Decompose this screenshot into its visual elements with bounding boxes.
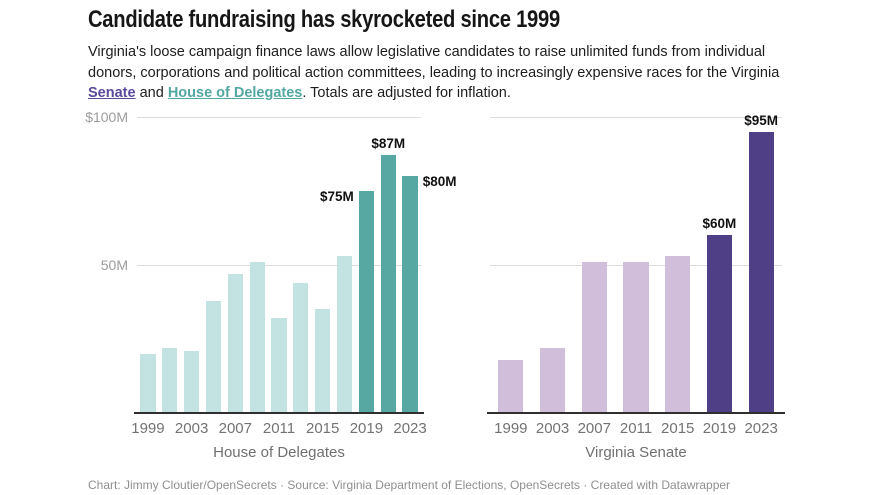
description-text: and bbox=[135, 85, 168, 101]
axis-title: House of Delegates bbox=[213, 444, 345, 461]
gridline-50M bbox=[137, 265, 421, 266]
x-tick-2003: 2003 bbox=[174, 420, 209, 437]
bar-2015[interactable] bbox=[665, 256, 691, 413]
bar-2003[interactable] bbox=[540, 347, 566, 413]
bar-1999[interactable] bbox=[498, 359, 524, 413]
y-axis-label: $100M bbox=[85, 109, 128, 125]
description-text: . Totals are adjusted for inflation. bbox=[302, 85, 511, 101]
gridline-100M bbox=[490, 117, 782, 118]
bar-value-label-2023: $95M bbox=[744, 112, 779, 128]
x-tick-2015: 2015 bbox=[306, 420, 340, 437]
bar-1999[interactable] bbox=[140, 353, 156, 413]
bar-2005[interactable] bbox=[205, 300, 222, 413]
bar-2009[interactable] bbox=[249, 262, 265, 413]
bar-2003[interactable] bbox=[183, 350, 200, 413]
senate-link[interactable]: Senate bbox=[88, 85, 136, 101]
x-axis-line bbox=[134, 412, 424, 414]
gridline-100M bbox=[137, 117, 421, 118]
x-tick-1999: 1999 bbox=[131, 420, 165, 437]
bar-2001[interactable] bbox=[162, 347, 178, 413]
bar-2011[interactable] bbox=[271, 318, 287, 413]
chart-description: Virginia's loose campaign finance laws a… bbox=[88, 42, 794, 104]
x-tick-2023: 2023 bbox=[744, 420, 778, 437]
description-text: Virginia's loose campaign finance laws a… bbox=[88, 44, 780, 81]
x-tick-2023: 2023 bbox=[393, 420, 427, 437]
bar-2007[interactable] bbox=[227, 273, 243, 413]
x-tick-2019: 2019 bbox=[349, 420, 384, 437]
bar-2019[interactable] bbox=[358, 191, 375, 413]
bar-2019[interactable] bbox=[706, 235, 732, 413]
chart-footer: Chart: Jimmy Cloutier/OpenSecrets · Sour… bbox=[88, 478, 731, 492]
x-tick-1999: 1999 bbox=[494, 420, 528, 437]
chart-title: Candidate fundraising has skyrocketed si… bbox=[88, 6, 560, 33]
x-tick-2003: 2003 bbox=[535, 420, 570, 437]
bar-2021[interactable] bbox=[380, 155, 396, 413]
x-tick-2011: 2011 bbox=[619, 420, 653, 437]
bar-2023[interactable] bbox=[402, 176, 418, 413]
x-axis-line bbox=[487, 412, 785, 414]
house-of-delegates-link[interactable]: House of Delegates bbox=[167, 85, 303, 101]
bar-2015[interactable] bbox=[315, 309, 331, 413]
x-tick-2015: 2015 bbox=[661, 420, 695, 437]
bar-value-label-2019: $75M bbox=[319, 189, 354, 204]
bar-value-label-2021: $87M bbox=[371, 136, 406, 152]
y-axis-label: 50M bbox=[100, 257, 128, 273]
bar-2013[interactable] bbox=[293, 282, 309, 413]
x-tick-2011: 2011 bbox=[262, 420, 296, 437]
bar-2023[interactable] bbox=[748, 131, 774, 413]
bar-value-label-2019: $60M bbox=[702, 216, 737, 232]
x-tick-2019: 2019 bbox=[702, 420, 737, 437]
bar-2017[interactable] bbox=[336, 256, 353, 413]
x-tick-2007: 2007 bbox=[577, 420, 611, 437]
x-tick-2007: 2007 bbox=[218, 420, 252, 437]
bar-2011[interactable] bbox=[623, 262, 649, 413]
axis-title: Virginia Senate bbox=[585, 444, 687, 461]
bar-value-label-2023: $80M bbox=[422, 174, 457, 190]
bar-2007[interactable] bbox=[581, 262, 607, 413]
